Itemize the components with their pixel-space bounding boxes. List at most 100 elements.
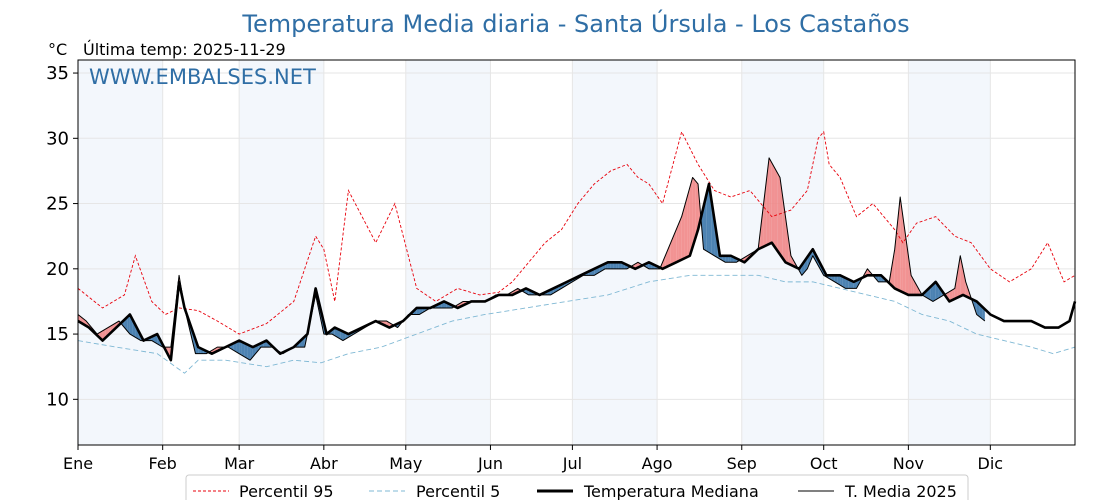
x-tick-label: Feb [149, 454, 177, 473]
fill-above-median [916, 285, 920, 295]
legend-label-2025: T. Media 2025 [844, 482, 957, 500]
y-tick-label: 35 [46, 63, 69, 84]
fill-above-median [952, 288, 955, 301]
fill-above-median [779, 177, 783, 259]
unit-label: °C [48, 40, 67, 59]
x-tick-label: Jun [477, 454, 503, 473]
fill-below-median [706, 183, 709, 253]
month-bands [78, 60, 991, 445]
fill-above-median [900, 197, 903, 293]
fill-below-median [239, 340, 242, 356]
fill-below-median [618, 262, 622, 269]
fill-above-median [678, 216, 682, 261]
grid-lines [77, 60, 1075, 445]
x-tick-label: Abr [310, 454, 338, 473]
fill-below-median [842, 276, 846, 289]
fill-below-median [728, 255, 731, 263]
fill-above-median [695, 180, 699, 239]
series-line-median [77, 182, 1077, 362]
series-line-p95 [77, 130, 1076, 335]
fill-above-median [777, 172, 780, 255]
y-tick-label: 30 [46, 128, 69, 149]
fill-above-median [957, 255, 961, 298]
legend-label-median: Temperatura Mediana [583, 482, 759, 500]
x-tick-label: Oct [810, 454, 838, 473]
fill-above-median [905, 236, 909, 295]
fill-below-median [711, 201, 715, 256]
fill-below-median [127, 314, 130, 335]
y-tick-label: 15 [46, 324, 69, 345]
fill-above-median [771, 162, 775, 247]
fill-above-median [774, 167, 778, 251]
legend-box [185, 474, 969, 500]
fill-above-median [769, 157, 772, 245]
fill-below-median [241, 341, 245, 357]
chart-title: Temperatura Media diaria - Santa Úrsula … [241, 8, 909, 38]
last-temp-label: Última temp: 2025-11-29 [83, 40, 286, 59]
fill-below-median [845, 277, 849, 289]
fill-below-median [416, 307, 420, 315]
fill-below-median [244, 343, 248, 359]
fill-above-median [665, 249, 669, 268]
fill-above-median [760, 203, 764, 248]
fill-above-median [963, 268, 966, 297]
fill-below-median [334, 327, 338, 338]
fill-above-median [785, 216, 789, 264]
fill-above-median [891, 249, 895, 289]
fill-below-median [834, 275, 838, 284]
fill-below-median [337, 328, 341, 339]
fill-above-median [902, 216, 906, 294]
fill-above-median [684, 197, 688, 259]
fill-above-median [894, 223, 898, 290]
fill-above-median [670, 236, 674, 265]
x-tick-label: Nov [893, 454, 924, 473]
x-tick-label: May [389, 454, 422, 473]
fill-below-median [233, 341, 237, 353]
fill-above-median [687, 187, 690, 258]
fill-below-median [613, 262, 617, 269]
fill-above-median [965, 281, 969, 298]
fill-above-median [681, 206, 685, 260]
month-band [239, 60, 324, 445]
y-tick-label: 20 [46, 259, 69, 280]
series-line-p5 [77, 274, 1076, 374]
fill-below-median [878, 275, 882, 282]
fill-above-median [763, 180, 767, 247]
fill-above-median [673, 229, 677, 264]
fill-below-median [840, 275, 843, 287]
series-lines [77, 130, 1077, 374]
y-tick-label: 25 [46, 194, 69, 215]
y-axis: 10 15 20 25 30 35 [46, 63, 78, 410]
anomaly-fills [78, 157, 985, 361]
x-tick-label: Mar [224, 454, 255, 473]
fill-below-median [607, 262, 611, 269]
x-tick-label: Ene [63, 454, 93, 473]
legend-label-p5: Percentil 5 [416, 482, 500, 500]
plot-frame [77, 59, 1076, 446]
fill-below-median [247, 344, 251, 361]
x-axis: Ene Feb Mar Abr May Jun Jul Ago Sep Oct Nov Dic [63, 445, 1003, 473]
fill-below-median [340, 330, 343, 341]
fill-above-median [867, 268, 871, 276]
fill-below-median [837, 275, 841, 286]
series-line-2025 [77, 157, 986, 361]
fill-below-median [875, 275, 879, 282]
fill-above-median [692, 177, 696, 248]
fill-below-median [616, 262, 619, 269]
fill-above-median [689, 177, 693, 256]
x-tick-label: Ago [642, 454, 673, 473]
month-band [908, 60, 991, 445]
fill-below-median [725, 255, 729, 263]
fill-above-median [949, 290, 953, 302]
fill-below-median [154, 334, 158, 344]
fill-below-median [236, 340, 240, 354]
watermark: WWW.EMBALSES.NET [89, 65, 316, 89]
month-band [405, 60, 491, 445]
legend: Percentil 95 Percentil 5 Temperatura Med… [185, 474, 969, 500]
fill-below-median [250, 345, 253, 361]
fill-below-median [932, 281, 936, 302]
fill-above-median [766, 157, 770, 246]
x-tick-label: Dic [978, 454, 1004, 473]
y-tick-label: 10 [46, 389, 69, 410]
